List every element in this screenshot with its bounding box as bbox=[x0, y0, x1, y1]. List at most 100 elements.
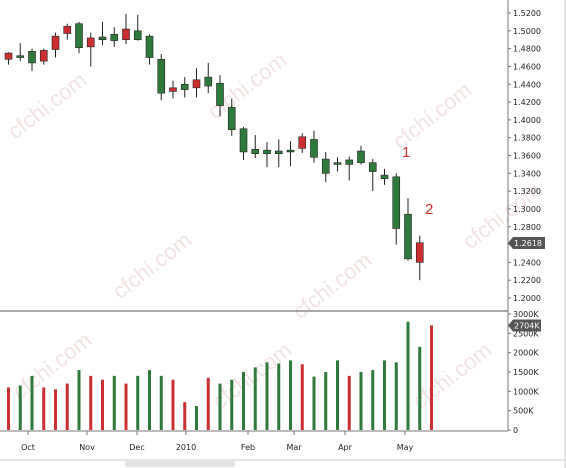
price-tick-label: 1.4200 bbox=[513, 98, 541, 107]
price-tick-label: 1.4000 bbox=[513, 116, 541, 125]
volume-bar bbox=[359, 372, 363, 430]
price-tick-label: 1.2200 bbox=[513, 276, 541, 285]
last-price-tag bbox=[508, 236, 545, 249]
price-tick-label: 1.4600 bbox=[513, 62, 541, 71]
watermark-text: cfchi.com bbox=[388, 77, 477, 154]
time-tick-label: Feb bbox=[241, 443, 255, 452]
candle-body bbox=[274, 150, 283, 155]
volume-bar bbox=[136, 375, 140, 430]
candle-body bbox=[180, 83, 189, 90]
watermark-text: cfchi.com bbox=[3, 67, 92, 144]
time-tick-label: 2010 bbox=[176, 443, 196, 452]
candle-body bbox=[122, 28, 130, 41]
volume-bar bbox=[265, 362, 269, 430]
volume-bar bbox=[171, 379, 175, 430]
candle-body bbox=[39, 50, 48, 62]
volume-bar bbox=[430, 325, 433, 430]
candle-body bbox=[321, 158, 330, 174]
candle-body bbox=[63, 26, 72, 34]
volume-bar bbox=[289, 360, 292, 430]
time-tick-label: Oct bbox=[21, 443, 35, 452]
candle-body bbox=[204, 76, 213, 87]
candle-body bbox=[145, 35, 154, 58]
price-tick-label: 1.3200 bbox=[513, 187, 541, 196]
horizontal-scrollbar[interactable] bbox=[125, 460, 235, 467]
price-tick-label: 1.5000 bbox=[513, 27, 541, 36]
candle-body bbox=[227, 107, 236, 130]
volume-bar bbox=[112, 375, 116, 430]
candle-body bbox=[298, 136, 307, 149]
candle-body bbox=[28, 50, 36, 64]
volume-bar bbox=[394, 362, 398, 430]
candle-body bbox=[75, 23, 83, 49]
candle-body bbox=[345, 159, 354, 165]
candle-body bbox=[169, 87, 177, 92]
volume-bar bbox=[124, 383, 128, 430]
volume-tick-label: 500K bbox=[513, 407, 534, 416]
volume-axis: 0 500K 1000K 1500K 2000K 2500K 3000K bbox=[508, 310, 539, 435]
volume-tick-label: 1000K bbox=[513, 387, 539, 396]
candle-body bbox=[86, 37, 95, 48]
candle-body bbox=[110, 34, 119, 41]
volume-bar bbox=[324, 372, 328, 430]
price-tick-label: 1.4400 bbox=[513, 80, 541, 89]
candlestick-series bbox=[4, 13, 424, 281]
last-volume-tag bbox=[508, 319, 541, 332]
annotation-label: 2 bbox=[425, 201, 433, 218]
price-tick-label: 1.3800 bbox=[513, 134, 541, 143]
candle-body bbox=[310, 139, 318, 158]
candle-body bbox=[357, 150, 365, 163]
last-price-label: 1.2618 bbox=[514, 239, 542, 248]
volume-bar bbox=[347, 375, 351, 430]
time-axis: Oct Nov Dec 2010 Feb Mar Apr May bbox=[21, 431, 414, 452]
last-volume-label: 2704K bbox=[514, 321, 540, 330]
volume-bar bbox=[312, 376, 316, 430]
candle-body bbox=[133, 30, 142, 41]
volume-bar bbox=[253, 367, 257, 430]
candle-body bbox=[157, 59, 166, 94]
time-tick-label: Mar bbox=[286, 443, 302, 452]
watermark-text: cfchi.com bbox=[288, 247, 377, 324]
time-tick-label: Apr bbox=[338, 443, 353, 452]
time-tick-label: Nov bbox=[79, 443, 95, 452]
price-tick-label: 1.2000 bbox=[513, 294, 541, 303]
candle-body bbox=[216, 83, 224, 106]
volume-bar bbox=[206, 377, 210, 430]
volume-bar bbox=[148, 370, 151, 430]
volume-bar bbox=[77, 370, 81, 430]
price-tick-label: 1.4800 bbox=[513, 45, 541, 54]
watermark-layer: cfchi.com cfchi.com cfchi.com cfchi.com cfch… bbox=[3, 47, 547, 414]
volume-tick-label: 1500K bbox=[513, 368, 539, 377]
volume-bar bbox=[89, 375, 93, 430]
watermark-text: cfchi.com bbox=[203, 47, 292, 124]
annotations: 12 bbox=[402, 144, 433, 218]
price-tick-label: 1.5200 bbox=[513, 9, 541, 18]
volume-bar bbox=[42, 387, 46, 430]
candle-body bbox=[392, 176, 401, 229]
volume-bar bbox=[230, 379, 234, 430]
candle-body bbox=[239, 128, 248, 153]
volume-tick-label: 2500K bbox=[513, 329, 539, 338]
candle-body bbox=[4, 52, 13, 60]
volume-bar bbox=[195, 406, 198, 430]
volume-series bbox=[7, 321, 433, 430]
volume-tick-label: 3000K bbox=[513, 310, 539, 319]
candle-body bbox=[16, 55, 25, 58]
volume-bar bbox=[418, 346, 422, 430]
volume-bar bbox=[242, 372, 245, 430]
candle-body bbox=[51, 35, 60, 50]
candle-body bbox=[251, 148, 260, 155]
candle-body bbox=[98, 36, 107, 41]
candle-body bbox=[404, 213, 412, 260]
candle-body bbox=[368, 162, 377, 172]
watermark-text: cfchi.com bbox=[108, 227, 197, 304]
volume-bar bbox=[65, 383, 69, 430]
price-tick-label: 1.3400 bbox=[513, 169, 541, 178]
volume-bar bbox=[159, 375, 163, 430]
price-tick-label: 1.2800 bbox=[513, 223, 541, 232]
volume-bar bbox=[406, 321, 410, 430]
candle-body bbox=[192, 79, 201, 89]
annotation-label: 1 bbox=[402, 144, 410, 161]
price-tick-label: 1.2400 bbox=[513, 258, 541, 267]
candle-body bbox=[415, 242, 424, 263]
